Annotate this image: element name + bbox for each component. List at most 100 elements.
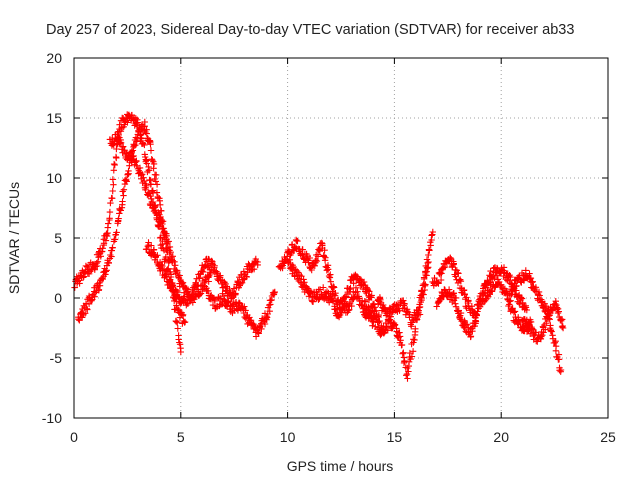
data-point xyxy=(220,284,227,291)
data-point xyxy=(120,186,128,193)
data-point xyxy=(558,323,566,331)
data-point xyxy=(412,325,419,332)
data-point xyxy=(518,295,526,302)
data-point xyxy=(110,181,117,188)
data-point xyxy=(413,316,421,323)
data-point xyxy=(327,278,334,285)
data-point xyxy=(94,258,102,265)
data-point xyxy=(507,273,514,281)
data-point xyxy=(201,279,208,287)
data-point xyxy=(425,258,432,266)
data-point xyxy=(473,312,480,319)
data-point xyxy=(396,329,403,336)
data-point xyxy=(159,220,166,228)
data-point xyxy=(551,339,559,346)
data-point xyxy=(142,156,149,163)
data-point xyxy=(166,276,173,283)
data-point xyxy=(158,261,165,268)
data-point xyxy=(346,306,353,313)
data-point xyxy=(346,288,354,296)
data-point xyxy=(199,268,207,276)
data-point xyxy=(321,247,328,254)
data-point xyxy=(542,326,549,333)
data-point xyxy=(157,201,164,208)
data-point xyxy=(97,253,104,260)
data-point xyxy=(554,305,562,312)
data-point xyxy=(426,247,433,254)
data-point xyxy=(174,319,181,326)
data-point xyxy=(191,284,198,291)
data-point xyxy=(457,309,465,317)
data-point xyxy=(113,154,120,162)
data-point xyxy=(237,280,244,288)
data-point xyxy=(364,287,372,294)
data-point xyxy=(391,321,399,328)
data-point xyxy=(152,178,159,185)
data-point xyxy=(419,290,426,298)
data-point xyxy=(557,366,565,374)
data-point xyxy=(500,264,508,271)
data-point xyxy=(153,181,161,188)
data-point xyxy=(506,298,513,305)
data-point xyxy=(473,311,480,318)
data-point xyxy=(399,350,406,357)
data-point xyxy=(120,192,127,199)
data-point xyxy=(82,262,90,270)
data-point xyxy=(107,199,114,207)
data-point xyxy=(362,298,369,305)
data-point xyxy=(235,299,243,306)
data-point xyxy=(450,290,457,297)
data-point xyxy=(330,284,338,291)
data-point xyxy=(401,300,408,308)
data-point xyxy=(400,297,407,304)
data-point xyxy=(320,253,328,260)
y-tick-label: 5 xyxy=(54,230,62,246)
data-point xyxy=(113,229,120,236)
data-point xyxy=(106,216,113,224)
data-point xyxy=(321,257,329,264)
data-point xyxy=(80,274,87,281)
data-point xyxy=(461,290,468,298)
data-point xyxy=(403,372,410,379)
data-point xyxy=(435,280,442,287)
data-point xyxy=(350,280,357,287)
data-point xyxy=(141,177,148,185)
data-point xyxy=(445,286,453,293)
data-point xyxy=(242,307,249,314)
data-point xyxy=(211,297,219,305)
data-point xyxy=(146,167,153,174)
data-point xyxy=(428,236,435,244)
data-point xyxy=(370,301,378,308)
data-point xyxy=(250,266,258,273)
data-point xyxy=(420,291,427,298)
data-point xyxy=(294,237,301,245)
data-point xyxy=(271,289,278,296)
data-point xyxy=(184,300,192,307)
data-point xyxy=(194,283,201,290)
data-point xyxy=(514,292,522,300)
data-point xyxy=(513,282,520,289)
data-point xyxy=(408,323,415,330)
data-point xyxy=(197,290,205,297)
data-point xyxy=(110,141,117,149)
data-point xyxy=(115,215,122,222)
data-point xyxy=(535,288,543,296)
data-point xyxy=(116,140,123,147)
data-point xyxy=(169,282,176,289)
x-tick-label: 5 xyxy=(177,429,185,445)
data-point xyxy=(83,305,91,312)
x-axis-label: GPS time / hours xyxy=(287,458,394,474)
points-layer xyxy=(71,111,567,382)
data-point xyxy=(404,375,411,382)
data-point xyxy=(523,306,530,314)
data-point xyxy=(261,320,269,328)
data-point xyxy=(174,289,182,296)
data-point xyxy=(489,287,496,294)
data-point xyxy=(416,304,423,311)
data-point xyxy=(341,298,348,305)
data-point xyxy=(536,292,543,299)
x-tick-label: 15 xyxy=(387,429,403,445)
data-point xyxy=(141,123,148,130)
data-point xyxy=(552,298,559,305)
